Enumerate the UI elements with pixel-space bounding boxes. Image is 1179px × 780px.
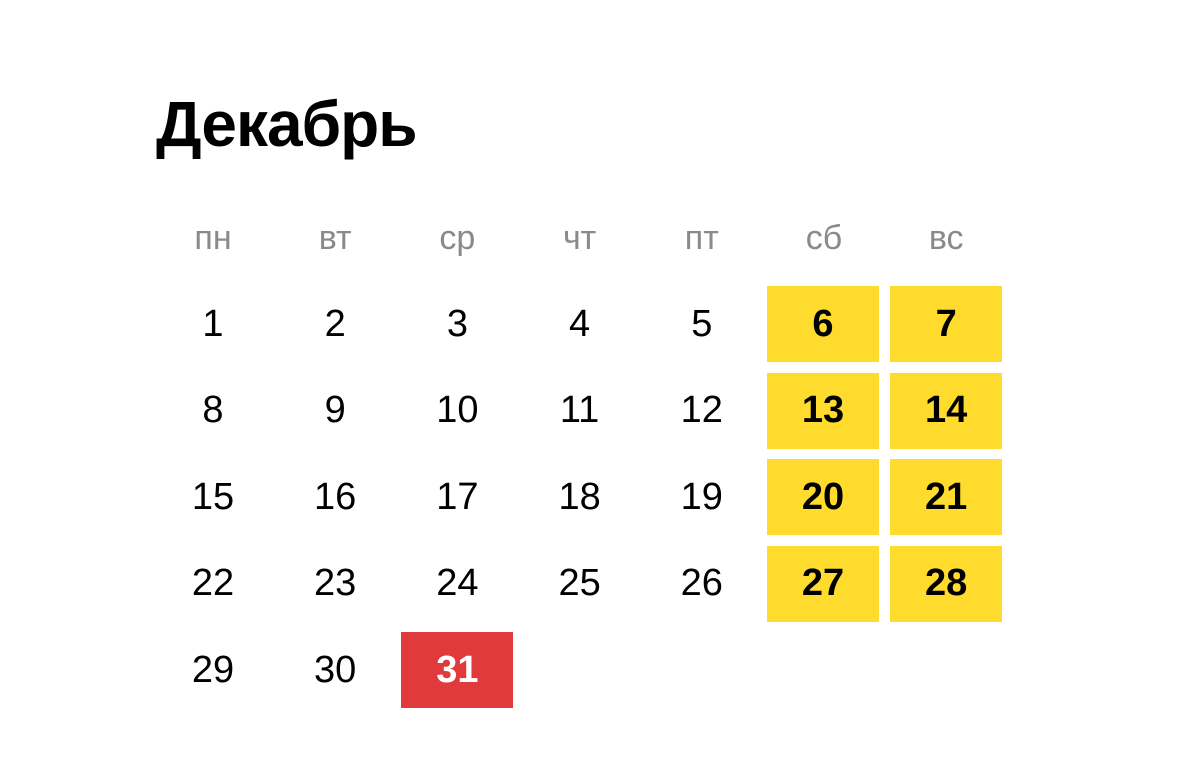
day-cell: 10 — [436, 389, 479, 431]
day-cell-holiday: 31 — [401, 632, 514, 708]
day-cell: 9 — [324, 389, 346, 431]
weekday-header: пт — [684, 219, 719, 257]
month-title: Декабрь — [156, 88, 418, 160]
day-cell: 22 — [191, 562, 235, 604]
day-cell: 12 — [680, 389, 723, 431]
weekday-header: ср — [439, 219, 476, 257]
day-cell-weekend: 27 — [767, 545, 879, 622]
day-cell: 5 — [691, 302, 713, 345]
weekday-header: вс — [928, 219, 964, 257]
day-cell: 25 — [558, 562, 601, 604]
day-cell-weekend: 7 — [890, 286, 1003, 362]
day-cell-weekend: 20 — [767, 459, 879, 535]
day-cell: 11 — [559, 389, 600, 431]
weekday-header: вт — [318, 219, 352, 257]
day-cell: 3 — [446, 302, 468, 345]
day-cell: 23 — [314, 562, 357, 604]
day-cell: 8 — [202, 389, 224, 431]
day-cell-weekend: 14 — [890, 372, 1003, 449]
day-cell: 18 — [558, 475, 601, 518]
day-cell-weekend: 13 — [767, 372, 879, 449]
weekday-header: пн — [194, 219, 232, 257]
day-cell-weekend: 28 — [890, 545, 1003, 622]
day-cell: 2 — [324, 302, 346, 345]
day-cell: 24 — [436, 562, 479, 604]
day-cell: 30 — [314, 648, 357, 691]
day-cell: 19 — [680, 475, 723, 518]
day-cell: 17 — [436, 475, 479, 518]
day-cell: 1 — [202, 302, 224, 345]
day-cell: 26 — [680, 562, 723, 604]
day-cell: 4 — [569, 302, 591, 345]
day-cell: 16 — [314, 475, 357, 518]
day-cell-weekend: 21 — [890, 459, 1003, 535]
day-cell-weekend: 6 — [767, 286, 879, 362]
day-cell: 29 — [191, 648, 235, 691]
day-cell: 15 — [191, 475, 235, 518]
weekday-header: сб — [805, 219, 843, 257]
weekday-header: чт — [562, 219, 597, 257]
